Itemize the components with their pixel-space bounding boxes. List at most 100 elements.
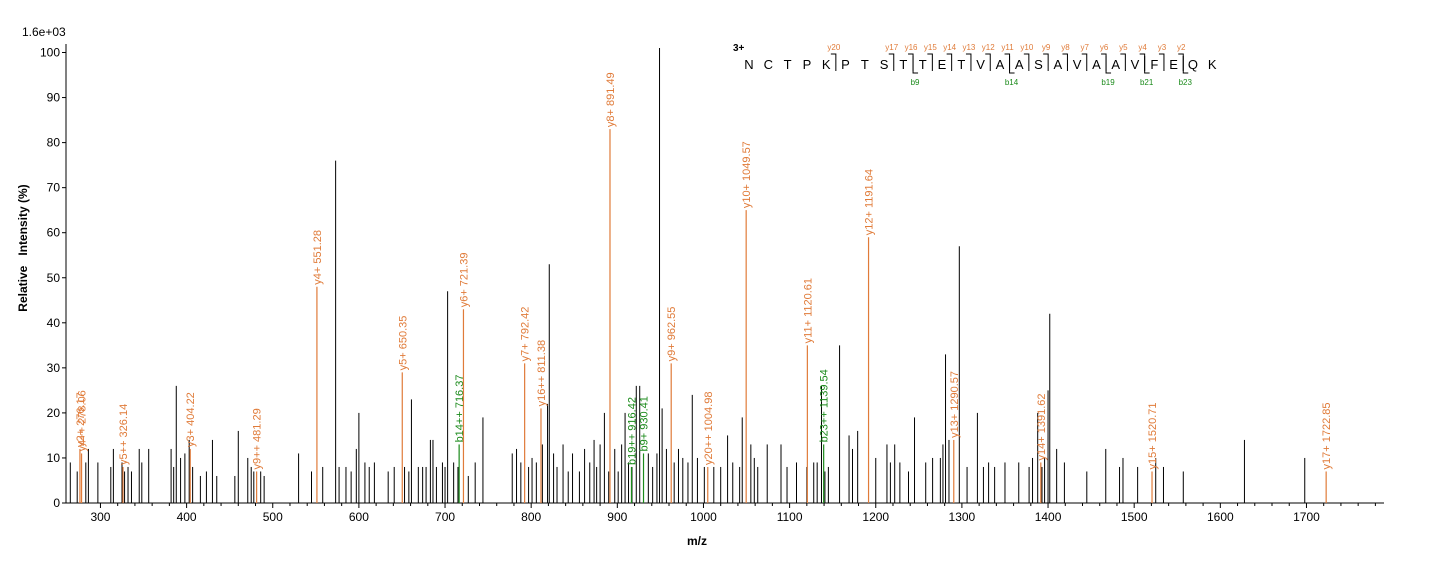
b-ion-tag: b14 — [1005, 78, 1019, 87]
b-ion-tag: b21 — [1140, 78, 1154, 87]
residue: Q — [1188, 57, 1198, 72]
residue: S — [880, 57, 889, 72]
y-ion-tag: y14 — [943, 43, 956, 52]
y-ion-bracket — [1062, 53, 1068, 71]
residue: P — [803, 57, 812, 72]
peak-label: y3+ 404.22 — [185, 392, 197, 447]
residue: A — [1111, 57, 1120, 72]
y-tick-label: 30 — [47, 361, 61, 375]
y-axis-title: Relative Intensity (%) — [16, 184, 30, 311]
y-ion-tag: y16 — [905, 43, 918, 52]
b-ion-bracket — [1144, 56, 1150, 74]
y-ion-tag: y10 — [1020, 43, 1033, 52]
peak-label: y4++ 278.06 — [77, 390, 89, 451]
peak-label: y5+ 650.35 — [397, 316, 409, 371]
y-ion-tag: y3 — [1158, 43, 1167, 52]
residue: S — [1034, 57, 1043, 72]
residue: E — [1169, 57, 1178, 72]
peak-label: b23++ 1139.54 — [819, 369, 831, 442]
peak-label: y6+ 721.39 — [458, 253, 470, 308]
peak-label: y11+ 1120.61 — [802, 278, 814, 343]
y-ion-bracket — [908, 53, 914, 71]
residue: T — [957, 57, 965, 72]
peak-label: y17+ 1722.85 — [1321, 402, 1333, 469]
axes: 0 10 20 30 40 50 60 70 80 90 100 300 400 500 600 700 800… — [40, 44, 1384, 524]
x-tick-label: 300 — [90, 510, 110, 524]
y-ion-tag: y9 — [1042, 43, 1051, 52]
y-ion-bracket — [1178, 53, 1184, 71]
residue: F — [1150, 57, 1158, 72]
y-tick-label: 70 — [47, 181, 61, 195]
y-ion-bracket — [965, 53, 972, 71]
x-tick-label: 1000 — [690, 510, 717, 524]
y-ion-bracket — [1158, 53, 1165, 71]
x-tick-label: 400 — [177, 510, 197, 524]
y-ion-bracket — [1023, 53, 1030, 71]
y-ion-bracket — [1004, 53, 1011, 71]
y-ion-bracket — [1120, 53, 1126, 71]
x-tick-label: 900 — [607, 510, 627, 524]
peak-label: b19++ 916.42 — [626, 397, 638, 465]
residue: T — [919, 57, 927, 72]
peak-label: y10+ 1049.57 — [741, 141, 753, 208]
x-tick-label: 600 — [349, 510, 369, 524]
peak-label: y14+ 1391.62 — [1036, 393, 1048, 460]
x-tick-label: 1200 — [862, 510, 889, 524]
b-ion-tag: b23 — [1179, 78, 1193, 87]
y-tick-label: 100 — [40, 46, 60, 60]
b-ion-tag: b19 — [1101, 78, 1115, 87]
x-tick-label: 1700 — [1293, 510, 1320, 524]
x-axis-title: m/z — [687, 534, 707, 548]
x-tick-label: 500 — [263, 510, 283, 524]
residue: T — [861, 57, 869, 72]
y-ion-tag: y6 — [1100, 43, 1109, 52]
y-tick-label: 60 — [47, 226, 61, 240]
residue: V — [1073, 57, 1082, 72]
b-ion-bracket — [1009, 56, 1015, 74]
peak-label: y13+ 1290.57 — [949, 371, 961, 438]
x-tick-label: 800 — [521, 510, 541, 524]
y-ion-tag: y12 — [982, 43, 995, 52]
y-ion-bracket — [1101, 53, 1107, 71]
residue: V — [1131, 57, 1140, 72]
peak-label: y7+ 792.42 — [520, 307, 532, 362]
y-tick-label: 90 — [47, 91, 61, 105]
x-tick-label: 1400 — [1035, 510, 1062, 524]
residue: A — [996, 57, 1005, 72]
residue: V — [976, 57, 985, 72]
y-ion-tag: y13 — [962, 43, 975, 52]
residue: E — [938, 57, 947, 72]
y-tick-label: 20 — [47, 406, 61, 420]
y-ion-bracket — [946, 53, 953, 71]
y-ion-tag: y17 — [885, 43, 898, 52]
y-ion-tag: y7 — [1081, 43, 1090, 52]
y-tick-label: 50 — [47, 271, 61, 285]
peak-label: y9++ 481.29 — [252, 408, 264, 469]
residue: T — [899, 57, 907, 72]
b-ion-tag: b9 — [911, 78, 920, 87]
residue: A — [1015, 57, 1024, 72]
x-tick-label: 1100 — [777, 510, 803, 524]
peak-label: y8+ 891.49 — [605, 72, 617, 127]
residue: K — [822, 57, 831, 72]
residue: N — [744, 57, 753, 72]
peak-label: b9+ 930.41 — [639, 396, 651, 451]
y-ion-tag: y11 — [1001, 43, 1014, 52]
y-ion-bracket — [1043, 53, 1049, 71]
peak-label: y20++ 1004.98 — [703, 392, 715, 465]
y-ion-bracket — [888, 53, 895, 71]
peak-label: y15+ 1520.71 — [1147, 402, 1159, 469]
residue: C — [764, 57, 773, 72]
peak-label: y9+ 962.55 — [666, 307, 678, 362]
y-tick-label: 80 — [47, 136, 61, 150]
residue: K — [1208, 57, 1217, 72]
y-ion-bracket — [985, 53, 991, 71]
residue: A — [1092, 57, 1101, 72]
x-tick-label: 1500 — [1121, 510, 1148, 524]
x-tick-label: 1600 — [1207, 510, 1234, 524]
peak-label: y12+ 1191.64 — [864, 169, 876, 235]
y-ion-bracket — [927, 53, 933, 71]
